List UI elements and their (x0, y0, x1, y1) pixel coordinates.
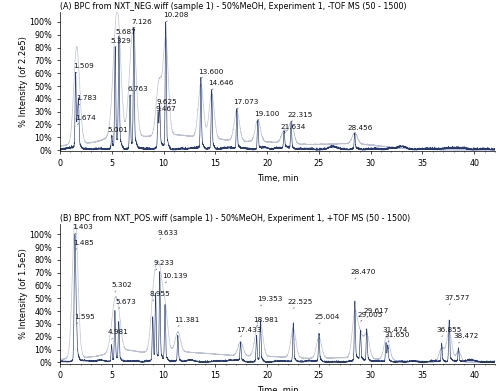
Text: 25.004: 25.004 (315, 314, 340, 324)
Text: 28.456: 28.456 (348, 125, 374, 135)
Text: 5.001: 5.001 (108, 127, 128, 137)
Text: 19.100: 19.100 (254, 111, 279, 121)
Text: 8.955: 8.955 (149, 291, 170, 301)
Text: 6.763: 6.763 (128, 86, 148, 96)
X-axis label: Time, min: Time, min (256, 386, 298, 391)
Text: 22.525: 22.525 (288, 299, 313, 308)
Text: 31.474: 31.474 (382, 327, 407, 337)
Text: 29.005: 29.005 (357, 312, 382, 321)
Y-axis label: % Intensity (of 1.5e5): % Intensity (of 1.5e5) (19, 248, 28, 339)
Text: 9.625: 9.625 (156, 99, 177, 109)
Text: 21.634: 21.634 (280, 124, 306, 133)
Text: (B) BPC from NXT_POS.wiff (sample 1) - 50%MeOH, Experiment 1, +TOF MS (50 - 1500: (B) BPC from NXT_POS.wiff (sample 1) - 5… (60, 214, 410, 223)
Text: 22.315: 22.315 (288, 112, 313, 122)
Text: 1.485: 1.485 (74, 240, 94, 249)
Text: 36.855: 36.855 (436, 327, 462, 337)
Text: 10.139: 10.139 (162, 273, 188, 283)
Text: 9.633: 9.633 (158, 230, 178, 239)
Text: 9.233: 9.233 (153, 260, 174, 270)
Text: 38.472: 38.472 (454, 333, 479, 343)
Text: 1.403: 1.403 (72, 224, 93, 234)
Text: 18.981: 18.981 (252, 317, 278, 326)
Text: 1.509: 1.509 (74, 63, 94, 73)
Text: 10.208: 10.208 (164, 12, 189, 22)
Text: 5.302: 5.302 (112, 282, 132, 292)
Text: 9.467: 9.467 (156, 106, 176, 115)
Text: 5.329: 5.329 (111, 38, 132, 48)
Text: 7.126: 7.126 (132, 18, 152, 29)
Text: 11.381: 11.381 (174, 317, 200, 326)
Text: 5.687: 5.687 (116, 29, 136, 39)
Text: 1.595: 1.595 (74, 314, 95, 324)
Text: 1.674: 1.674 (76, 115, 96, 124)
Text: 14.646: 14.646 (208, 80, 234, 90)
Text: 29.617: 29.617 (364, 308, 389, 317)
Text: 31.650: 31.650 (384, 332, 409, 342)
Text: 28.470: 28.470 (350, 269, 376, 279)
Text: 1.783: 1.783 (76, 95, 98, 105)
Text: 17.073: 17.073 (233, 99, 258, 109)
X-axis label: Time, min: Time, min (256, 174, 298, 183)
Text: 17.433: 17.433 (236, 327, 262, 337)
Text: 5.673: 5.673 (116, 299, 136, 308)
Text: 19.353: 19.353 (257, 296, 282, 306)
Y-axis label: % Intensity (of 2.2e5): % Intensity (of 2.2e5) (19, 36, 28, 127)
Text: 4.981: 4.981 (108, 330, 128, 339)
Text: 37.577: 37.577 (444, 295, 469, 305)
Text: 13.600: 13.600 (198, 68, 223, 78)
Text: (A) BPC from NXT_NEG.wiff (sample 1) - 50%MeOH, Experiment 1, -TOF MS (50 - 1500: (A) BPC from NXT_NEG.wiff (sample 1) - 5… (60, 2, 406, 11)
